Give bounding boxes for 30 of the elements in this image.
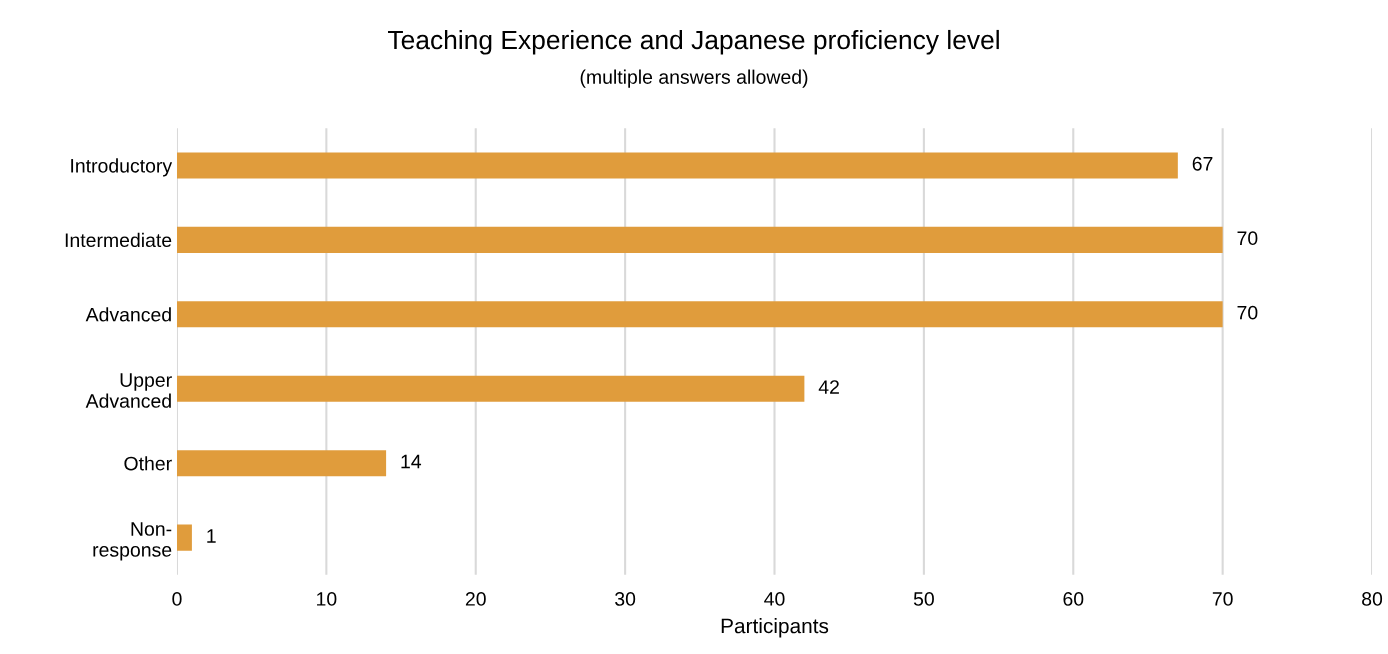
- y-tick-label: Non- response: [93, 522, 172, 561]
- bar: [176, 450, 387, 477]
- data-label: 14: [401, 454, 422, 469]
- x-tick-label: 40: [764, 592, 785, 606]
- bar: [176, 226, 1223, 253]
- y-tick-label: Other: [124, 456, 172, 471]
- y-tick-label: Intermediate: [65, 232, 172, 248]
- y-tick-label: Advanced: [85, 307, 171, 322]
- x-axis-title: Participants: [721, 617, 829, 638]
- data-label: 67: [1192, 156, 1213, 171]
- data-label: 70: [1237, 305, 1258, 320]
- bar: [176, 375, 805, 402]
- bar: [176, 524, 192, 551]
- x-tick-label: 80: [1362, 592, 1383, 606]
- bar: [176, 152, 1178, 179]
- x-tick-label: 0: [172, 592, 182, 606]
- bar: [176, 301, 1223, 328]
- data-label: 70: [1237, 231, 1258, 246]
- chart-title: Teaching Experience and Japanese proficiency level: [388, 29, 999, 55]
- x-tick-label: 30: [615, 592, 636, 606]
- y-tick-label: Upper Advanced: [85, 373, 172, 408]
- y-tick-label: Introductory: [71, 158, 173, 177]
- chart-subtitle: (multiple answers allowed): [580, 69, 808, 88]
- x-tick-label: 70: [1212, 592, 1233, 606]
- x-tick-label: 10: [317, 592, 337, 606]
- x-tick-label: 60: [1063, 592, 1084, 606]
- x-tick-label: 20: [465, 592, 486, 606]
- data-label: 42: [818, 380, 839, 394]
- data-label: 1: [207, 529, 216, 543]
- x-tick-label: 50: [913, 592, 934, 606]
